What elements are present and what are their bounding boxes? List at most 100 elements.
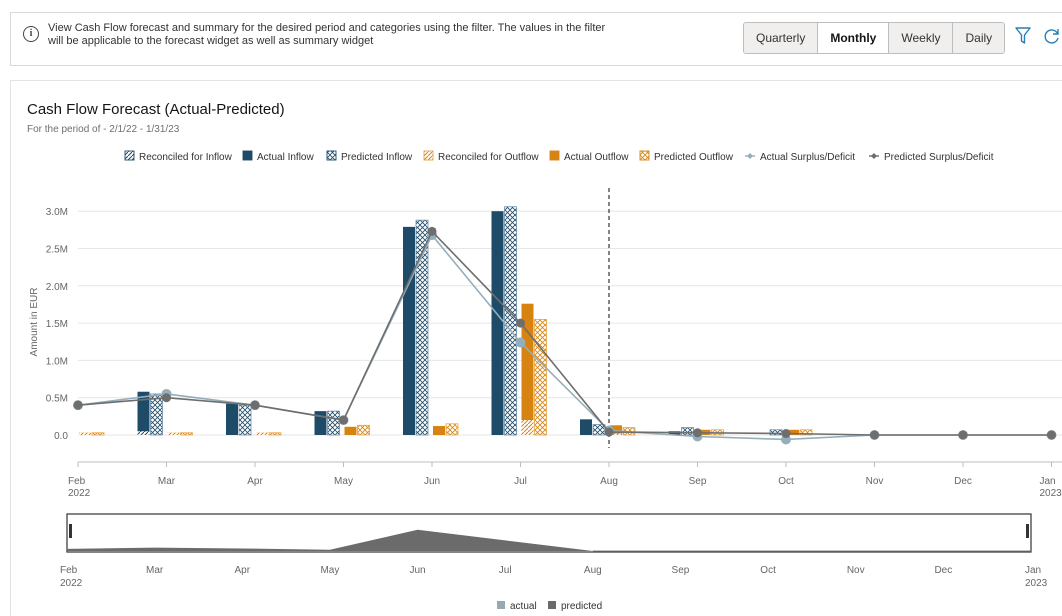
overview-right-handle[interactable] <box>1026 524 1029 538</box>
bar-actual-outflow <box>345 427 357 435</box>
y-tick-label: 1.5M <box>46 319 68 330</box>
legend-label: Actual Outflow <box>564 152 629 163</box>
y-tick-label: 1.0M <box>46 356 68 367</box>
point-actual-surplus-deficit <box>516 337 526 347</box>
y-tick-label: 0.0 <box>54 431 68 442</box>
bar-predicted-outflow <box>92 433 104 435</box>
point-predicted-surplus-deficit <box>1047 431 1056 440</box>
bar-predicted-outflow <box>269 433 281 435</box>
x-tick-label: Jan <box>1040 476 1056 487</box>
legend-swatch <box>125 151 134 160</box>
x-tick-label: Sep <box>689 476 707 487</box>
chart-legend: Reconciled for Inflow Actual Inflow Predic… <box>125 151 994 163</box>
point-predicted-surplus-deficit <box>251 401 260 410</box>
overview-x-label: Feb <box>60 565 78 576</box>
overview-legend-label: actual <box>510 601 537 612</box>
point-predicted-surplus-deficit <box>339 416 348 425</box>
bar-predicted-inflow <box>239 405 251 435</box>
bar-actual-inflow <box>580 419 592 435</box>
legend-label: Actual Surplus/Deficit <box>760 152 855 163</box>
bar-actual-inflow <box>138 392 150 435</box>
bar-reconciled-for-outflow <box>168 433 180 435</box>
legend-swatch <box>747 153 753 159</box>
legend-swatch <box>640 151 649 160</box>
bar-reconciled-for-outflow <box>256 433 268 435</box>
x-tick-year-label: 2022 <box>68 488 91 499</box>
y-tick-label: 2.5M <box>46 245 68 256</box>
y-tick-label: 2.0M <box>46 282 68 293</box>
x-tick-label: Feb <box>68 476 86 487</box>
overview-x-label: Oct <box>760 565 776 576</box>
legend-label: Reconciled for Outflow <box>438 152 539 163</box>
overview-x-year-label: 2022 <box>60 578 83 589</box>
overview-x-label: Jan <box>1025 565 1041 576</box>
overview-x-label: Mar <box>146 565 164 576</box>
overview-x-label: Nov <box>847 565 865 576</box>
bar-series <box>79 188 812 448</box>
overview-legend-label: predicted <box>561 601 602 612</box>
legend-swatch <box>871 153 877 159</box>
legend-label: Predicted Surplus/Deficit <box>884 152 994 163</box>
point-predicted-surplus-deficit <box>516 319 525 328</box>
bar-predicted-inflow <box>682 428 694 435</box>
point-predicted-surplus-deficit <box>605 428 614 437</box>
bar-predicted-outflow <box>181 433 193 435</box>
y-axis-label: Amount in EUR <box>29 288 40 357</box>
line-predicted-surplus-deficit <box>78 231 1052 435</box>
x-tick-label: Jul <box>514 476 527 487</box>
x-tick-label: Aug <box>600 476 618 487</box>
legend-label: Reconciled for Inflow <box>139 152 233 163</box>
bar-predicted-inflow <box>328 411 340 435</box>
overview-x-label: Sep <box>672 565 690 576</box>
line-actual-surplus-deficit <box>78 235 1052 439</box>
legend-label: Predicted Inflow <box>341 152 413 163</box>
bar-reconciled-for-inflow <box>138 431 150 435</box>
legend-swatch <box>424 151 433 160</box>
x-tick-label: Apr <box>247 476 263 487</box>
x-tick-label: Oct <box>778 476 794 487</box>
overview-legend-swatch <box>548 601 556 609</box>
bar-predicted-outflow <box>535 319 547 435</box>
bar-actual-inflow <box>492 211 504 435</box>
legend-swatch <box>243 151 252 160</box>
y-tick-label: 0.5M <box>46 394 68 405</box>
legend-swatch <box>550 151 559 160</box>
bar-actual-inflow <box>226 404 238 435</box>
point-predicted-surplus-deficit <box>74 401 83 410</box>
point-predicted-surplus-deficit <box>782 429 791 438</box>
point-predicted-surplus-deficit <box>428 227 437 236</box>
overview-x-year-label: 2023 <box>1025 578 1048 589</box>
bar-actual-inflow <box>403 227 415 435</box>
bar-predicted-outflow <box>358 425 370 435</box>
overview-x-label: Apr <box>234 565 250 576</box>
x-tick-label: Mar <box>158 476 176 487</box>
bar-predicted-outflow <box>446 424 458 435</box>
point-predicted-surplus-deficit <box>959 431 968 440</box>
x-tick-year-label: 2023 <box>1040 488 1062 499</box>
line-series <box>73 227 1057 445</box>
x-tick-label: Dec <box>954 476 972 487</box>
overview-navigator: Feb 2022 Mar Apr May Jun Jul Aug Sep Oct Nov Dec Jan… <box>60 514 1048 612</box>
point-predicted-surplus-deficit <box>693 428 702 437</box>
x-tick-label: Nov <box>866 476 884 487</box>
bar-predicted-inflow <box>505 207 517 435</box>
legend-label: Actual Inflow <box>257 152 314 163</box>
y-tick-label: 3.0M <box>46 207 68 218</box>
overview-x-label: May <box>320 565 339 576</box>
overview-x-label: Jun <box>409 565 425 576</box>
overview-left-handle[interactable] <box>69 524 72 538</box>
bar-predicted-inflow <box>151 394 163 435</box>
bar-actual-outflow <box>433 426 445 435</box>
overview-x-label: Aug <box>584 565 602 576</box>
overview-x-label: Jul <box>499 565 512 576</box>
legend-label: Predicted Outflow <box>654 152 734 163</box>
bar-reconciled-for-outflow <box>522 420 534 435</box>
point-predicted-surplus-deficit <box>870 431 879 440</box>
x-tick-label: May <box>334 476 353 487</box>
point-predicted-surplus-deficit <box>162 393 171 402</box>
x-tick-label: Jun <box>424 476 440 487</box>
bar-reconciled-for-outflow <box>79 433 91 435</box>
overview-legend-swatch <box>497 601 505 609</box>
